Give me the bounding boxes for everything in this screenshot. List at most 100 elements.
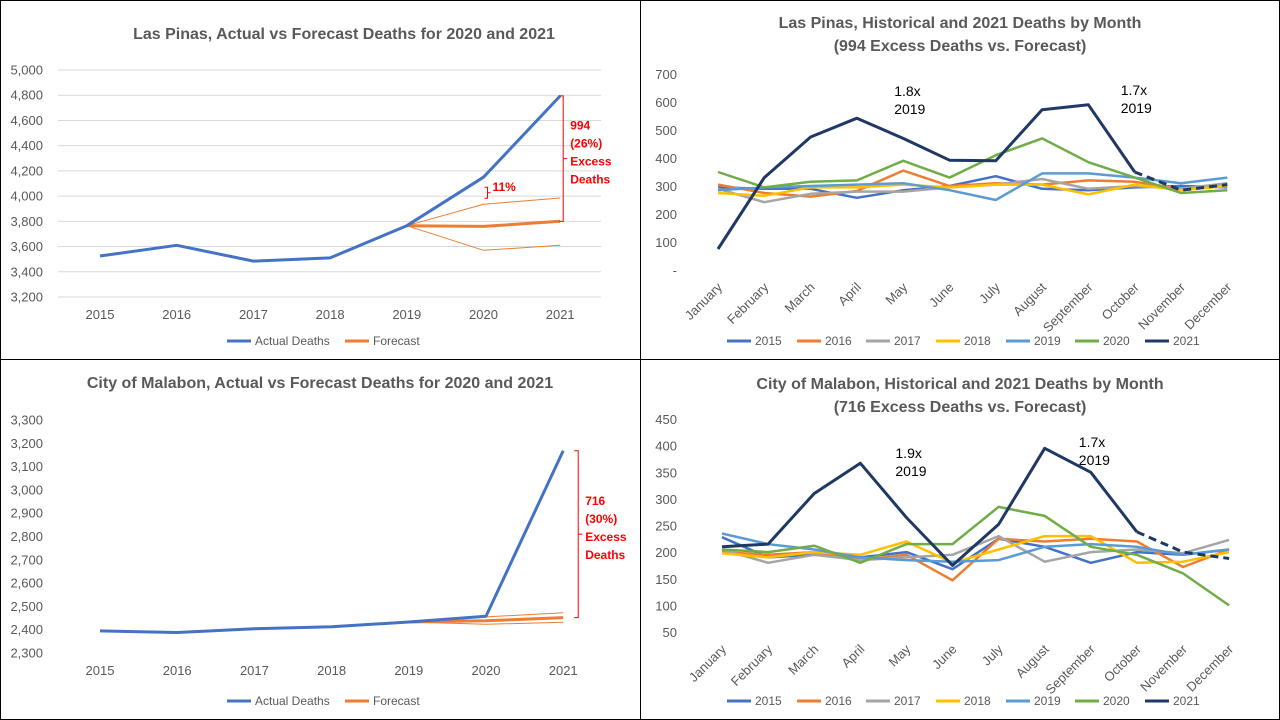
y-tick-label: 3,600: [10, 239, 43, 254]
legend-label-forecast: Forecast: [373, 334, 420, 348]
legend-label-actual: Actual Deaths: [255, 694, 330, 708]
actual-deaths-line: [99, 94, 562, 263]
actual-deaths-line: [99, 450, 565, 634]
las-pinas-monthly-chart: Las Pinas, Historical and 2021 Deaths by…: [655, 15, 1235, 348]
x-tick-label: October: [1101, 641, 1145, 685]
chart-title-line: (994 Excess Deaths vs. Forecast): [834, 38, 1087, 55]
excess-deaths-label-line: Excess: [570, 155, 612, 169]
chart-title: Las Pinas, Actual vs Forecast Deaths for…: [133, 26, 555, 43]
legend-label-forecast: Forecast: [373, 694, 420, 708]
malabon-annual-chart: City of Malabon, Actual vs Forecast Deat…: [10, 375, 627, 708]
malabon-annual-chart-panel: City of Malabon, Actual vs Forecast Deat…: [0, 359, 641, 720]
ratio-annotation-line: 2019: [895, 463, 926, 479]
pct-2020-label: 11%: [493, 180, 517, 194]
y-tick-label: 250: [655, 519, 677, 534]
x-tick-label: September: [1040, 279, 1096, 335]
legend-label-2016: 2016: [825, 334, 852, 348]
y-tick-label: 400: [655, 151, 677, 166]
x-tick-label: November: [1137, 641, 1190, 694]
y-tick-label: 500: [655, 123, 677, 138]
excess-deaths-label-line: 994: [570, 119, 590, 133]
x-tick-label: 2020: [469, 307, 498, 322]
legend-label-2021: 2021: [1173, 334, 1200, 348]
x-tick-label: July: [979, 641, 1006, 668]
legend-label-2015: 2015: [755, 694, 782, 708]
ratio-annotation: 1.7x 2019: [1121, 82, 1152, 116]
y-tick-label: 3,200: [10, 436, 43, 451]
y-tick-label: 4,400: [10, 138, 43, 153]
x-tick-label: December: [1181, 279, 1234, 332]
x-tick-label: May: [886, 641, 914, 669]
excess-deaths-label-line: Excess: [585, 530, 627, 544]
x-tick-label: 2021: [549, 663, 578, 678]
y-tick-label: 4,800: [10, 88, 43, 103]
x-tick-label: November: [1135, 279, 1188, 332]
x-tick-label: February: [728, 641, 776, 689]
excess-deaths-label-line: Deaths: [585, 548, 625, 562]
x-tick-label: June: [926, 280, 957, 311]
excess-deaths-label-line: 716: [585, 494, 605, 508]
chart-title: City of Malabon, Actual vs Forecast Deat…: [87, 375, 553, 392]
x-tick-label: December: [1183, 641, 1236, 694]
x-tick-label: June: [929, 642, 960, 673]
excess-deaths-label: 716 (30%) Excess Deaths: [585, 494, 627, 562]
x-tick-label: 2016: [162, 307, 191, 322]
y-tick-label: 4,600: [10, 113, 43, 128]
ratio-annotation-line: 2019: [894, 101, 925, 117]
x-tick-label: July: [976, 279, 1003, 306]
excess-deaths-bracket: [574, 450, 583, 619]
pct-2020-bracket: [484, 186, 491, 199]
x-tick-label: August: [1013, 641, 1052, 680]
x-tick-label: March: [785, 642, 821, 678]
chart-title-line: City of Malabon, Historical and 2021 Dea…: [756, 376, 1163, 393]
y-tick-label: 3,800: [10, 214, 43, 229]
excess-deaths-label-line: (26%): [570, 137, 602, 151]
excess-deaths-label-line: (30%): [585, 512, 617, 526]
y-tick-label: 2,300: [10, 646, 43, 661]
excess-deaths-bracket: [559, 95, 568, 222]
legend-label-2017: 2017: [894, 334, 921, 348]
forecast-line: [406, 219, 561, 228]
x-tick-label: 2015: [86, 663, 115, 678]
legend-label-2020: 2020: [1103, 694, 1130, 708]
chart-title-line: Las Pinas, Historical and 2021 Deaths by…: [779, 15, 1142, 32]
y-tick-label: 4,200: [10, 163, 43, 178]
legend-label-actual: Actual Deaths: [255, 334, 330, 348]
y-tick-label: 3,100: [10, 459, 43, 474]
x-tick-label: 2021: [546, 307, 575, 322]
x-tick-label: 2017: [240, 663, 269, 678]
ratio-annotation: 1.8x 2019: [894, 83, 925, 117]
y-tick-label: -: [673, 263, 677, 278]
y-tick-label: 2,700: [10, 552, 43, 567]
y-tick-label: 50: [663, 625, 677, 640]
legend-label-2017: 2017: [894, 694, 921, 708]
series-line-2021-projected: [1136, 530, 1230, 560]
las-pinas-monthly-chart-panel: Las Pinas, Historical and 2021 Deaths by…: [640, 0, 1280, 360]
y-tick-label: 400: [655, 439, 677, 454]
x-tick-label: April: [838, 641, 867, 670]
x-tick-label: 2017: [239, 307, 268, 322]
y-tick-label: 150: [655, 572, 677, 587]
y-tick-label: 3,000: [10, 482, 43, 497]
x-tick-label: March: [782, 280, 818, 316]
legend-label-2018: 2018: [964, 694, 991, 708]
forecast-upper-bound-line: [406, 197, 561, 227]
y-tick-label: 100: [655, 598, 677, 613]
x-tick-label: February: [724, 279, 772, 327]
y-tick-label: 200: [655, 207, 677, 222]
series-line-2019: [721, 532, 1230, 563]
series-line-2019: [717, 172, 1228, 202]
x-tick-label: 2015: [86, 307, 115, 322]
x-tick-label: 2020: [472, 663, 501, 678]
ratio-annotation-line: 1.8x: [894, 83, 920, 99]
y-tick-label: 2,800: [10, 529, 43, 544]
x-tick-label: 2018: [316, 307, 345, 322]
series-line-2020: [721, 505, 1230, 607]
x-tick-label: August: [1010, 279, 1049, 318]
y-tick-label: 2,500: [10, 599, 43, 614]
y-tick-label: 3,200: [10, 290, 43, 305]
x-tick-label: 2019: [392, 307, 421, 322]
ratio-annotation-line: 2019: [1079, 452, 1110, 468]
y-tick-label: 200: [655, 545, 677, 560]
